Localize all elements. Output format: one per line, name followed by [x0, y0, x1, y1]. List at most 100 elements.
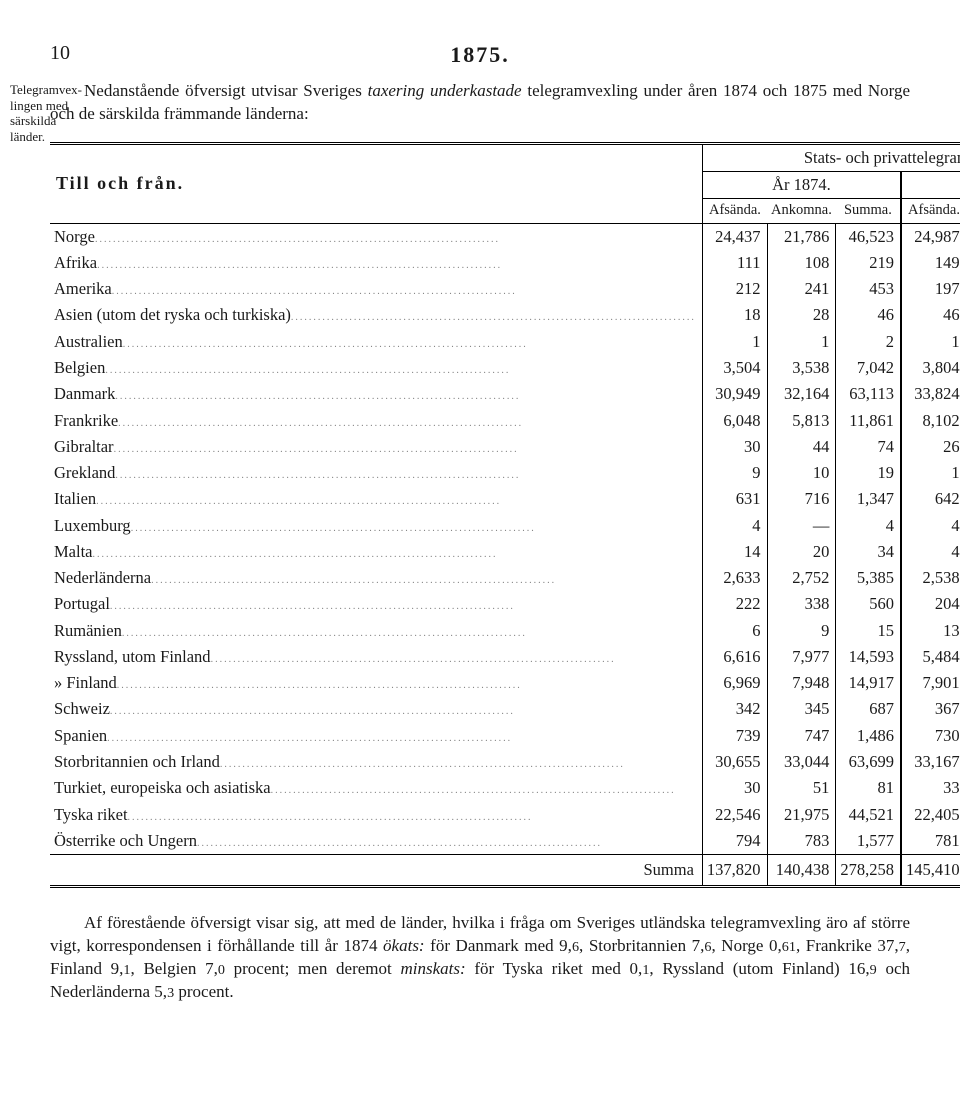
sum-val: 278,258	[836, 855, 901, 887]
value-cell: 44	[767, 434, 836, 460]
table-row: » Finland6,9697,94814,9177,9018,38116,28…	[50, 670, 960, 696]
value-cell: 5,385	[836, 565, 901, 591]
value-cell: 26	[901, 434, 960, 460]
country-cell: Storbritannien och Irland	[50, 749, 702, 775]
sum-row: Summa 137,820 140,438 278,258 145,410 14…	[50, 855, 960, 887]
table-row: Schweiz342345687367298665	[50, 696, 960, 722]
table-row: Ryssland, utom Finland6,6167,97714,5935,…	[50, 644, 960, 670]
value-cell: 5,813	[767, 408, 836, 434]
value-cell: 9	[767, 618, 836, 644]
value-cell: 716	[767, 486, 836, 512]
value-cell: 1	[767, 329, 836, 355]
value-cell: 783	[767, 828, 836, 855]
value-cell: 197	[901, 276, 960, 302]
margin-note: Telegramvex- lingen med särskilda länder…	[10, 82, 90, 144]
value-cell: 81	[836, 775, 901, 801]
value-cell: 1	[901, 329, 960, 355]
country-cell: » Finland	[50, 670, 702, 696]
country-cell: Luxemburg	[50, 513, 702, 539]
value-cell: 13	[901, 618, 960, 644]
country-cell: Tyska riket	[50, 802, 702, 828]
country-cell: Portugal	[50, 591, 702, 617]
country-cell: Amerika	[50, 276, 702, 302]
group-header: Stats- och privattelegrammer.	[702, 143, 960, 171]
value-cell: 33	[901, 775, 960, 801]
value-cell: 342	[702, 696, 767, 722]
value-cell: 1,577	[836, 828, 901, 855]
value-cell: 20	[767, 539, 836, 565]
table-row: Gibraltar304474264369	[50, 434, 960, 460]
value-cell: 7,977	[767, 644, 836, 670]
value-cell: 6,969	[702, 670, 767, 696]
country-cell: Österrike och Ungern	[50, 828, 702, 855]
value-cell: 1,486	[836, 723, 901, 749]
table-row: Nederländerna2,6332,7525,3852,5382,5635,…	[50, 565, 960, 591]
footnote-paragraph: Af förestående öfversigt visar sig, att …	[50, 912, 910, 1004]
country-cell: Italien	[50, 486, 702, 512]
value-cell: 33,044	[767, 749, 836, 775]
table-row: Frankrike6,0485,81311,8618,1028,22616,32…	[50, 408, 960, 434]
margin-note-line: länder.	[10, 129, 45, 144]
country-cell: Malta	[50, 539, 702, 565]
col-ankomna-74: Ankomna.	[767, 199, 836, 224]
table-row: Turkiet, europeiska och asiatiska3051813…	[50, 775, 960, 801]
value-cell: 24,987	[901, 223, 960, 250]
page-number: 10	[50, 40, 110, 67]
value-cell: 2,752	[767, 565, 836, 591]
value-cell: 6,616	[702, 644, 767, 670]
value-cell: 30	[702, 775, 767, 801]
value-cell: 1	[702, 329, 767, 355]
value-cell: 4	[836, 513, 901, 539]
table-row: Afrika111108219149152301	[50, 250, 960, 276]
table-row: Norge24,43721,78646,52324,98721,82346,81…	[50, 223, 960, 250]
country-cell: Afrika	[50, 250, 702, 276]
value-cell: 14,593	[836, 644, 901, 670]
value-cell: 222	[702, 591, 767, 617]
country-cell: Spanien	[50, 723, 702, 749]
country-cell: Danmark	[50, 381, 702, 407]
value-cell: 4	[702, 513, 767, 539]
value-cell: 3,504	[702, 355, 767, 381]
value-cell: 3,804	[901, 355, 960, 381]
country-cell: Nederländerna	[50, 565, 702, 591]
value-cell: 367	[901, 696, 960, 722]
value-cell: 14,917	[836, 670, 901, 696]
sum-val: 145,410	[901, 855, 960, 887]
value-cell: 33,824	[901, 381, 960, 407]
value-cell: 28	[767, 302, 836, 328]
table-row: Tyska riket22,54621,97544,52122,40522,05…	[50, 802, 960, 828]
value-cell: 63,699	[836, 749, 901, 775]
table-row: Rumänien6915132740	[50, 618, 960, 644]
year-header-1874: År 1874.	[702, 171, 901, 198]
value-cell: 19	[836, 460, 901, 486]
value-cell: 44,521	[836, 802, 901, 828]
year-title: 1875.	[110, 40, 850, 70]
value-cell: 46	[901, 302, 960, 328]
value-cell: 2	[836, 329, 901, 355]
value-cell: 1,347	[836, 486, 901, 512]
table-row: Spanien7397471,4867308701,600	[50, 723, 960, 749]
country-cell: Frankrike	[50, 408, 702, 434]
table-body: Norge24,43721,78646,52324,98721,82346,81…	[50, 223, 960, 854]
value-cell: 219	[836, 250, 901, 276]
value-cell: 241	[767, 276, 836, 302]
value-cell: 8,102	[901, 408, 960, 434]
value-cell: 204	[901, 591, 960, 617]
value-cell: 111	[702, 250, 767, 276]
value-cell: —	[767, 513, 836, 539]
value-cell: 747	[767, 723, 836, 749]
sum-val: 140,438	[767, 855, 836, 887]
value-cell: 631	[702, 486, 767, 512]
value-cell: 32,164	[767, 381, 836, 407]
col-afsanda-74: Afsända.	[702, 199, 767, 224]
country-cell: Grekland	[50, 460, 702, 486]
margin-note-line: lingen med	[10, 98, 68, 113]
value-cell: 7,948	[767, 670, 836, 696]
row-header: Till och från.	[50, 143, 702, 223]
value-cell: 687	[836, 696, 901, 722]
col-afsanda-75: Afsända.	[901, 199, 960, 224]
country-cell: Belgien	[50, 355, 702, 381]
margin-note-line: Telegramvex-	[10, 82, 82, 97]
value-cell: 22,546	[702, 802, 767, 828]
value-cell: 9	[702, 460, 767, 486]
